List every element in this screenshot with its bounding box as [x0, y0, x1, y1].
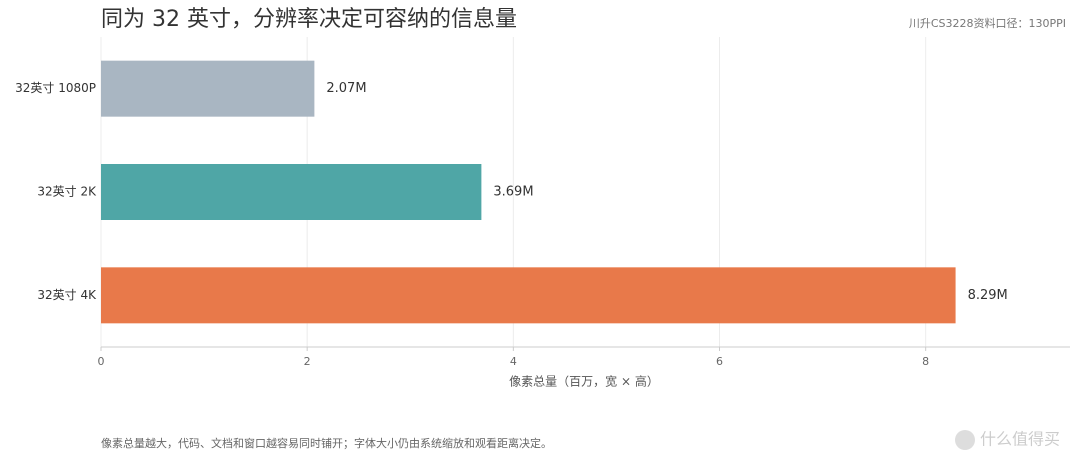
value-label: 3.69M [493, 185, 533, 200]
x-tick-label: 4 [510, 355, 517, 368]
chart-title: 同为 32 英寸，分辨率决定可容纳的信息量 [101, 7, 517, 32]
y-tick-label: 32英寸 1080P [15, 81, 96, 95]
x-tick-label: 6 [716, 355, 723, 368]
bar [101, 164, 482, 220]
value-label: 8.29M [968, 288, 1008, 303]
x-tick-label: 2 [304, 355, 311, 368]
y-tick-label: 32英寸 4K [37, 288, 97, 302]
chart-subtitle: 川升CS3228资料口径：130PPI [909, 16, 1066, 30]
value-label: 2.07M [326, 81, 366, 96]
watermark-icon [955, 430, 975, 450]
x-axis-label: 像素总量（百万，宽 × 高） [509, 374, 659, 389]
bar [101, 60, 315, 117]
bar [101, 267, 956, 324]
footnote: 像素总量越大，代码、文档和窗口越容易同时铺开；字体大小仍由系统缩放和观看距离决定… [101, 436, 552, 450]
watermark: 什么值得买 [980, 430, 1060, 449]
x-tick-label: 8 [922, 355, 929, 368]
x-tick-label: 0 [98, 355, 105, 368]
y-tick-label: 32英寸 2K [37, 185, 97, 199]
